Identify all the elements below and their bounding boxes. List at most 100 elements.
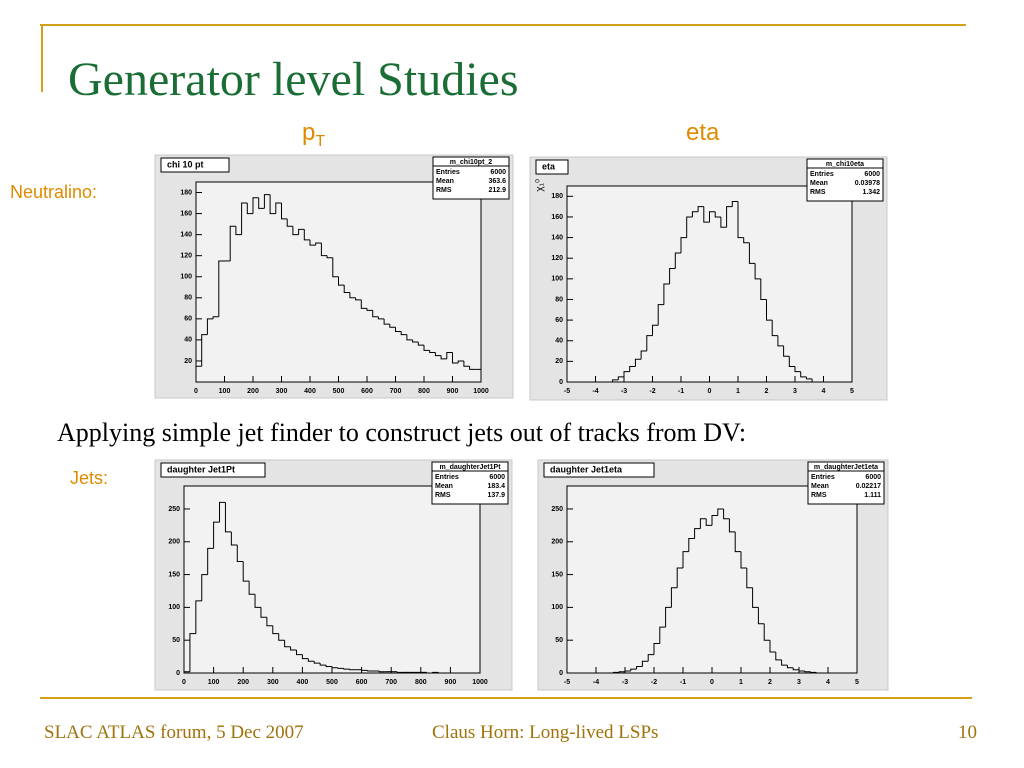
- stats-label: Mean: [810, 180, 828, 187]
- histogram-bin: [798, 669, 805, 672]
- histogram-bin: [711, 515, 718, 526]
- x-tick-label: 200: [247, 388, 259, 395]
- histogram-bin: [746, 568, 753, 589]
- histogram-bin: [258, 197, 265, 209]
- y-tick-label: 160: [551, 214, 563, 221]
- histogram-bin: [307, 658, 315, 662]
- x-tick-label: 0: [194, 388, 198, 395]
- histogram-bin: [771, 320, 778, 337]
- y-tick-label: 80: [555, 296, 563, 303]
- histogram-bin: [213, 521, 220, 549]
- histogram-bin: [284, 640, 291, 648]
- histogram-bin: [303, 229, 310, 241]
- histogram-bin: [641, 660, 649, 667]
- stats-label: RMS: [435, 492, 451, 499]
- chart-title: chi 10 pt: [167, 159, 204, 169]
- histogram-bin: [189, 633, 196, 672]
- histogram-bin: [688, 537, 695, 552]
- histogram-bin: [332, 257, 339, 278]
- x-tick-label: 800: [415, 679, 427, 686]
- x-tick-label: -1: [678, 388, 684, 395]
- histogram-bin: [691, 211, 699, 217]
- stats-label: Entries: [811, 474, 835, 481]
- x-tick-label: 600: [361, 388, 373, 395]
- footer-left: SLAC ATLAS forum, 5 Dec 2007: [44, 722, 304, 743]
- histogram-bin: [281, 203, 288, 220]
- histogram-bin: [630, 668, 637, 672]
- histogram-bin: [726, 206, 733, 228]
- y-tick-label: 150: [551, 571, 563, 578]
- stats-box: [806, 158, 884, 202]
- histogram-bin: [457, 360, 464, 364]
- x-tick-label: 1000: [473, 388, 489, 395]
- stats-name: m_daughterJet1Pt: [439, 464, 501, 471]
- x-tick-label: 300: [276, 388, 288, 395]
- stats-label: RMS: [811, 492, 827, 499]
- histogram-bin: [207, 547, 214, 575]
- y-tick-label: 200: [168, 539, 180, 546]
- stats-value: 0.02217: [856, 483, 881, 490]
- y-tick-label: 100: [551, 604, 563, 611]
- histogram-bin: [792, 667, 799, 671]
- column-label: pT: [302, 119, 325, 150]
- histogram-bin: [298, 228, 305, 235]
- histogram-bin: [734, 531, 741, 553]
- histogram-bin: [366, 308, 373, 311]
- histogram-bin: [278, 633, 285, 641]
- x-tick-label: 1: [739, 679, 743, 686]
- y-tick-label: 20: [555, 358, 563, 365]
- chart: 0 50 100 150 200 250 -5 -4 -3 -2 -1 0 1 2 3 4 5 daughter …: [537, 459, 889, 691]
- x-tick-label: 3: [793, 388, 797, 395]
- x-tick-label: 500: [326, 679, 338, 686]
- histogram-bin: [731, 200, 738, 207]
- x-tick-label: 0: [182, 679, 186, 686]
- histogram-bin: [325, 665, 332, 667]
- stats-value: 212.9: [488, 187, 506, 194]
- y-tick-label: 140: [180, 231, 192, 238]
- histogram-bin: [406, 334, 413, 341]
- histogram-bin: [260, 607, 267, 618]
- histogram-bin: [438, 672, 445, 674]
- histogram-bin: [389, 324, 396, 328]
- histogram-bin: [315, 242, 322, 246]
- histogram-bin: [412, 339, 419, 343]
- histogram-bin: [777, 335, 784, 347]
- stats-value: 363.6: [488, 178, 506, 185]
- histogram-bin: [703, 206, 710, 223]
- histogram-bin: [395, 327, 402, 332]
- histogram-bin: [652, 324, 659, 336]
- histogram-bin: [434, 352, 442, 357]
- histogram-bin: [361, 669, 368, 671]
- y-tick-label: 120: [551, 255, 563, 262]
- histogram-bin: [811, 378, 818, 383]
- y-tick-label: 250: [168, 506, 180, 513]
- histogram-bin: [320, 243, 328, 257]
- y-tick-label: 0: [559, 670, 563, 677]
- x-tick-label: -4: [592, 388, 598, 395]
- histogram-bin: [794, 366, 801, 373]
- histogram-bin: [195, 600, 202, 634]
- column-label: eta: [686, 119, 720, 146]
- histogram-bin: [653, 642, 660, 655]
- histogram-bin: [760, 278, 767, 300]
- histogram-bin: [709, 211, 716, 223]
- histogram-bin: [636, 665, 643, 670]
- histogram-bin: [248, 581, 256, 595]
- histogram-bin: [783, 345, 790, 357]
- histogram-bin: [319, 663, 327, 666]
- y-tick-label: 40: [184, 337, 192, 344]
- slide-title: Generator level Studies: [68, 53, 519, 106]
- histogram-bin: [266, 617, 273, 627]
- stats-label: Entries: [435, 474, 459, 481]
- x-tick-label: 4: [822, 388, 826, 395]
- histogram-bin: [429, 350, 436, 354]
- histogram-bin: [740, 551, 747, 569]
- histogram-bin: [313, 661, 321, 664]
- histogram-bin: [743, 237, 750, 244]
- title-box: [543, 462, 655, 478]
- histogram-bin: [360, 299, 367, 309]
- histogram-bin: [697, 206, 704, 212]
- x-tick-label: -5: [564, 388, 570, 395]
- histogram-bin: [617, 376, 624, 380]
